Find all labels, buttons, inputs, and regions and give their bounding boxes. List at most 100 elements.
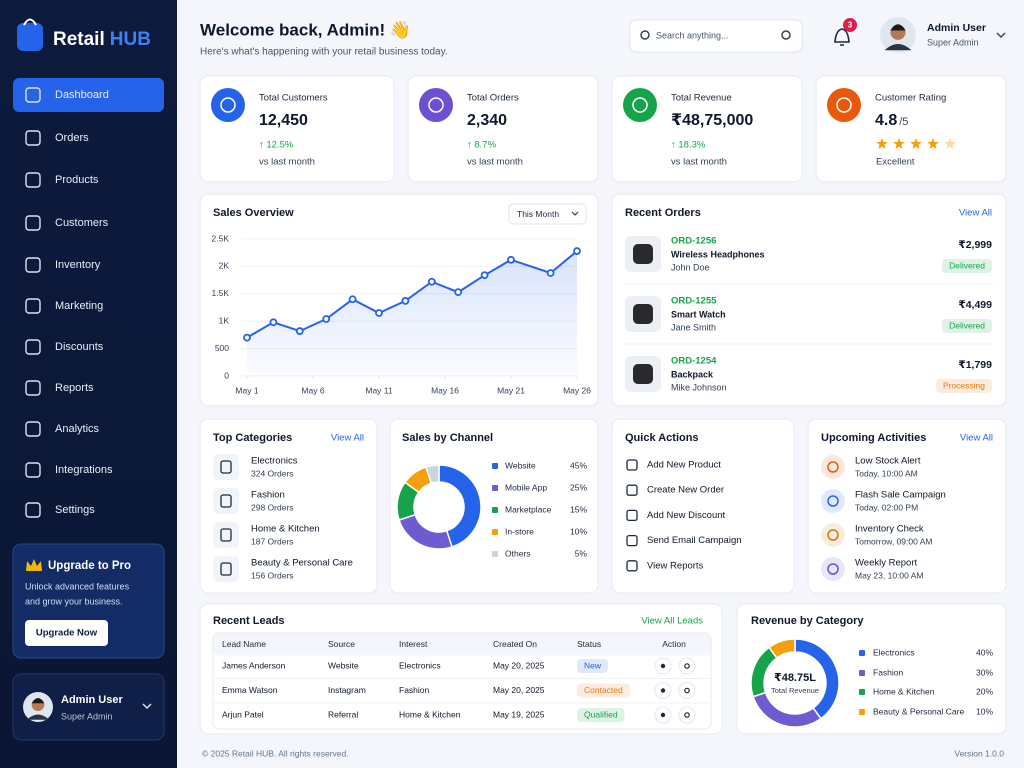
order-product: Smart Watch <box>671 309 726 319</box>
legend-value: 10% <box>570 526 587 536</box>
user-role: Super Admin <box>61 711 113 721</box>
nav-item[interactable]: Reports <box>55 382 94 394</box>
action-icon <box>626 534 638 547</box>
avatar-hair <box>31 698 45 704</box>
nav-item[interactable]: Orders <box>55 132 89 144</box>
legend-swatch <box>859 709 865 715</box>
view-all-link[interactable]: View All <box>959 208 992 219</box>
product-shape <box>633 304 653 324</box>
nav-active[interactable] <box>13 78 164 112</box>
category-glyph <box>220 562 232 576</box>
leads-table <box>212 632 712 730</box>
y-tick-label: 1K <box>219 315 230 325</box>
status-badge-bg <box>577 659 609 673</box>
table-cell: May 19, 2025 <box>493 709 545 719</box>
nav-icon <box>25 257 41 273</box>
line-point <box>573 247 581 255</box>
activity-title: Weekly Report <box>855 558 917 569</box>
nav-item[interactable]: Marketing <box>55 300 103 312</box>
x-tick-label: May 11 <box>365 385 393 395</box>
nav-item[interactable]: Discounts <box>55 341 104 353</box>
activity-title: Flash Sale Campaign <box>855 490 946 501</box>
legend-value: 10% <box>976 706 993 716</box>
category-name: Home & Kitchen <box>251 524 320 535</box>
chevron <box>142 703 152 710</box>
line-point <box>507 255 515 264</box>
table-cell: Home & Kitchen <box>399 709 461 719</box>
legend-swatch <box>859 670 865 676</box>
rating-star <box>893 138 905 149</box>
nav-item[interactable]: Products <box>55 174 99 186</box>
period-select[interactable] <box>508 203 587 225</box>
call-action <box>678 682 696 699</box>
nav-item[interactable]: Inventory <box>55 259 101 271</box>
view-all-link[interactable]: View All <box>331 433 364 444</box>
category-glyph <box>220 528 232 542</box>
card-title: Recent Orders <box>625 207 701 219</box>
legend-label: Website <box>505 460 536 470</box>
call-action <box>678 706 696 724</box>
kpi-value: 12,450 <box>259 112 308 129</box>
table-cell: Website <box>328 660 359 670</box>
category-icon <box>213 556 239 582</box>
upgrade-button-label[interactable]: Upgrade Now <box>36 628 98 639</box>
activity-time: Today, 02:00 PM <box>855 502 918 512</box>
nav-item[interactable]: Analytics <box>55 423 100 435</box>
category-icon <box>213 522 239 548</box>
activity-icon-bg <box>821 489 845 513</box>
quick-action[interactable]: Add New Discount <box>647 510 726 521</box>
notification-badge <box>843 18 857 32</box>
search-icon <box>781 30 791 40</box>
chart-card <box>389 418 599 594</box>
quick-action[interactable]: View Reports <box>647 560 704 571</box>
table-header <box>213 633 711 656</box>
legend-swatch <box>492 485 498 491</box>
kpi-icon <box>827 88 861 122</box>
order-price: ₹2,999 <box>958 239 992 251</box>
quick-actions-card <box>611 418 795 594</box>
nav-item[interactable]: Integrations <box>55 464 113 476</box>
period-label[interactable]: This Month <box>517 209 559 219</box>
kpi-note: vs last month <box>259 157 315 168</box>
quick-action[interactable]: Create New Order <box>647 485 724 496</box>
search-placeholder[interactable]: Search anything... <box>656 30 729 40</box>
x-tick-label: May 16 <box>431 385 459 395</box>
notification-count: 3 <box>848 21 853 30</box>
chart-title: Revenue by Category <box>751 615 864 627</box>
activity-icon <box>827 495 839 507</box>
view-all-link[interactable]: View All Leads <box>641 616 703 627</box>
kpi-icon <box>419 88 453 122</box>
call-action-glyph <box>684 712 690 718</box>
kpi-icon-glyph <box>836 97 852 113</box>
quick-action[interactable]: Add New Product <box>647 460 721 471</box>
kpi-label: Total Revenue <box>671 93 732 104</box>
user-role: Super Admin <box>927 37 979 47</box>
kpi-icon-glyph <box>632 97 648 113</box>
view-all-link[interactable]: View All <box>960 433 993 444</box>
nav-item[interactable]: Settings <box>55 504 95 516</box>
nav-item[interactable]: Customers <box>55 217 109 229</box>
nav-icon <box>25 130 41 146</box>
activity-time: May 23, 10:00 AM <box>855 570 924 580</box>
kpi-label: Total Orders <box>467 93 519 104</box>
kpi-change: ↑ 8.7% <box>467 140 497 151</box>
action-icon <box>626 459 638 471</box>
kpi-icon <box>623 88 657 122</box>
nav-icon <box>25 339 41 355</box>
search-box[interactable] <box>629 19 803 53</box>
order-customer: Mike Johnson <box>671 382 727 392</box>
status-badge-bg <box>577 683 630 698</box>
line-point <box>401 297 410 305</box>
nav-item[interactable]: Dashboard <box>55 89 109 101</box>
x-tick-label: May 26 <box>563 385 591 395</box>
table-cell: May 20, 2025 <box>493 660 545 670</box>
line-point <box>269 318 278 327</box>
legend-value: 40% <box>976 647 993 657</box>
donut-slice <box>768 638 796 659</box>
category-icon <box>213 488 239 514</box>
product-shape <box>633 244 653 264</box>
quick-action[interactable]: Send Email Campaign <box>647 535 742 546</box>
upgrade-button[interactable] <box>25 620 108 646</box>
category-name: Electronics <box>251 456 298 467</box>
bell-icon[interactable] <box>834 28 850 46</box>
